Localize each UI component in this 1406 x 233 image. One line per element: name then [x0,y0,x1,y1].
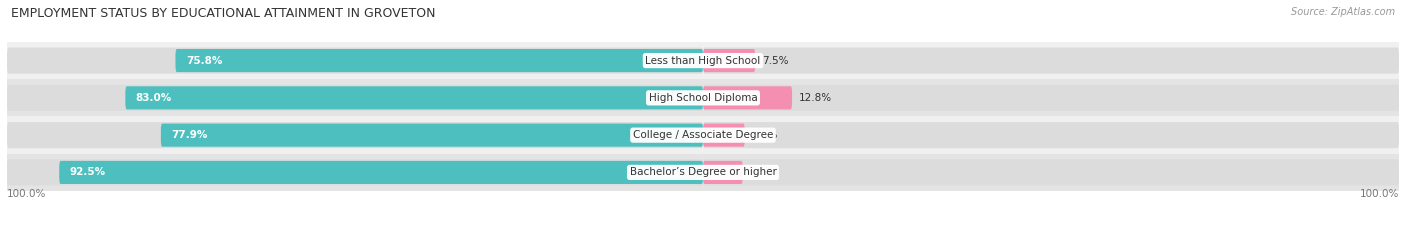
FancyBboxPatch shape [703,48,1399,74]
FancyBboxPatch shape [7,85,703,111]
Bar [7,79,1399,116]
Bar [7,116,1399,154]
FancyBboxPatch shape [7,122,703,148]
Text: 77.9%: 77.9% [172,130,208,140]
FancyBboxPatch shape [703,122,1399,148]
Bar [7,42,1399,79]
Text: 12.8%: 12.8% [799,93,832,103]
Text: Bachelor’s Degree or higher: Bachelor’s Degree or higher [630,168,776,177]
Text: EMPLOYMENT STATUS BY EDUCATIONAL ATTAINMENT IN GROVETON: EMPLOYMENT STATUS BY EDUCATIONAL ATTAINM… [11,7,436,20]
Text: 75.8%: 75.8% [186,56,222,65]
Bar [7,154,1399,191]
FancyBboxPatch shape [703,161,742,184]
FancyBboxPatch shape [160,123,703,147]
Text: 100.0%: 100.0% [7,189,46,199]
FancyBboxPatch shape [703,86,792,110]
Text: Source: ZipAtlas.com: Source: ZipAtlas.com [1291,7,1395,17]
FancyBboxPatch shape [59,161,703,184]
FancyBboxPatch shape [176,49,703,72]
FancyBboxPatch shape [703,85,1399,111]
FancyBboxPatch shape [125,86,703,110]
Text: High School Diploma: High School Diploma [648,93,758,103]
Text: 100.0%: 100.0% [1360,189,1399,199]
FancyBboxPatch shape [7,159,703,185]
Text: 92.5%: 92.5% [70,168,105,177]
Text: 5.7%: 5.7% [749,168,776,177]
FancyBboxPatch shape [703,159,1399,185]
Text: 83.0%: 83.0% [136,93,172,103]
FancyBboxPatch shape [703,123,745,147]
Text: 6.0%: 6.0% [752,130,778,140]
FancyBboxPatch shape [703,49,755,72]
Text: College / Associate Degree: College / Associate Degree [633,130,773,140]
FancyBboxPatch shape [7,48,703,74]
Text: 7.5%: 7.5% [762,56,789,65]
Text: Less than High School: Less than High School [645,56,761,65]
